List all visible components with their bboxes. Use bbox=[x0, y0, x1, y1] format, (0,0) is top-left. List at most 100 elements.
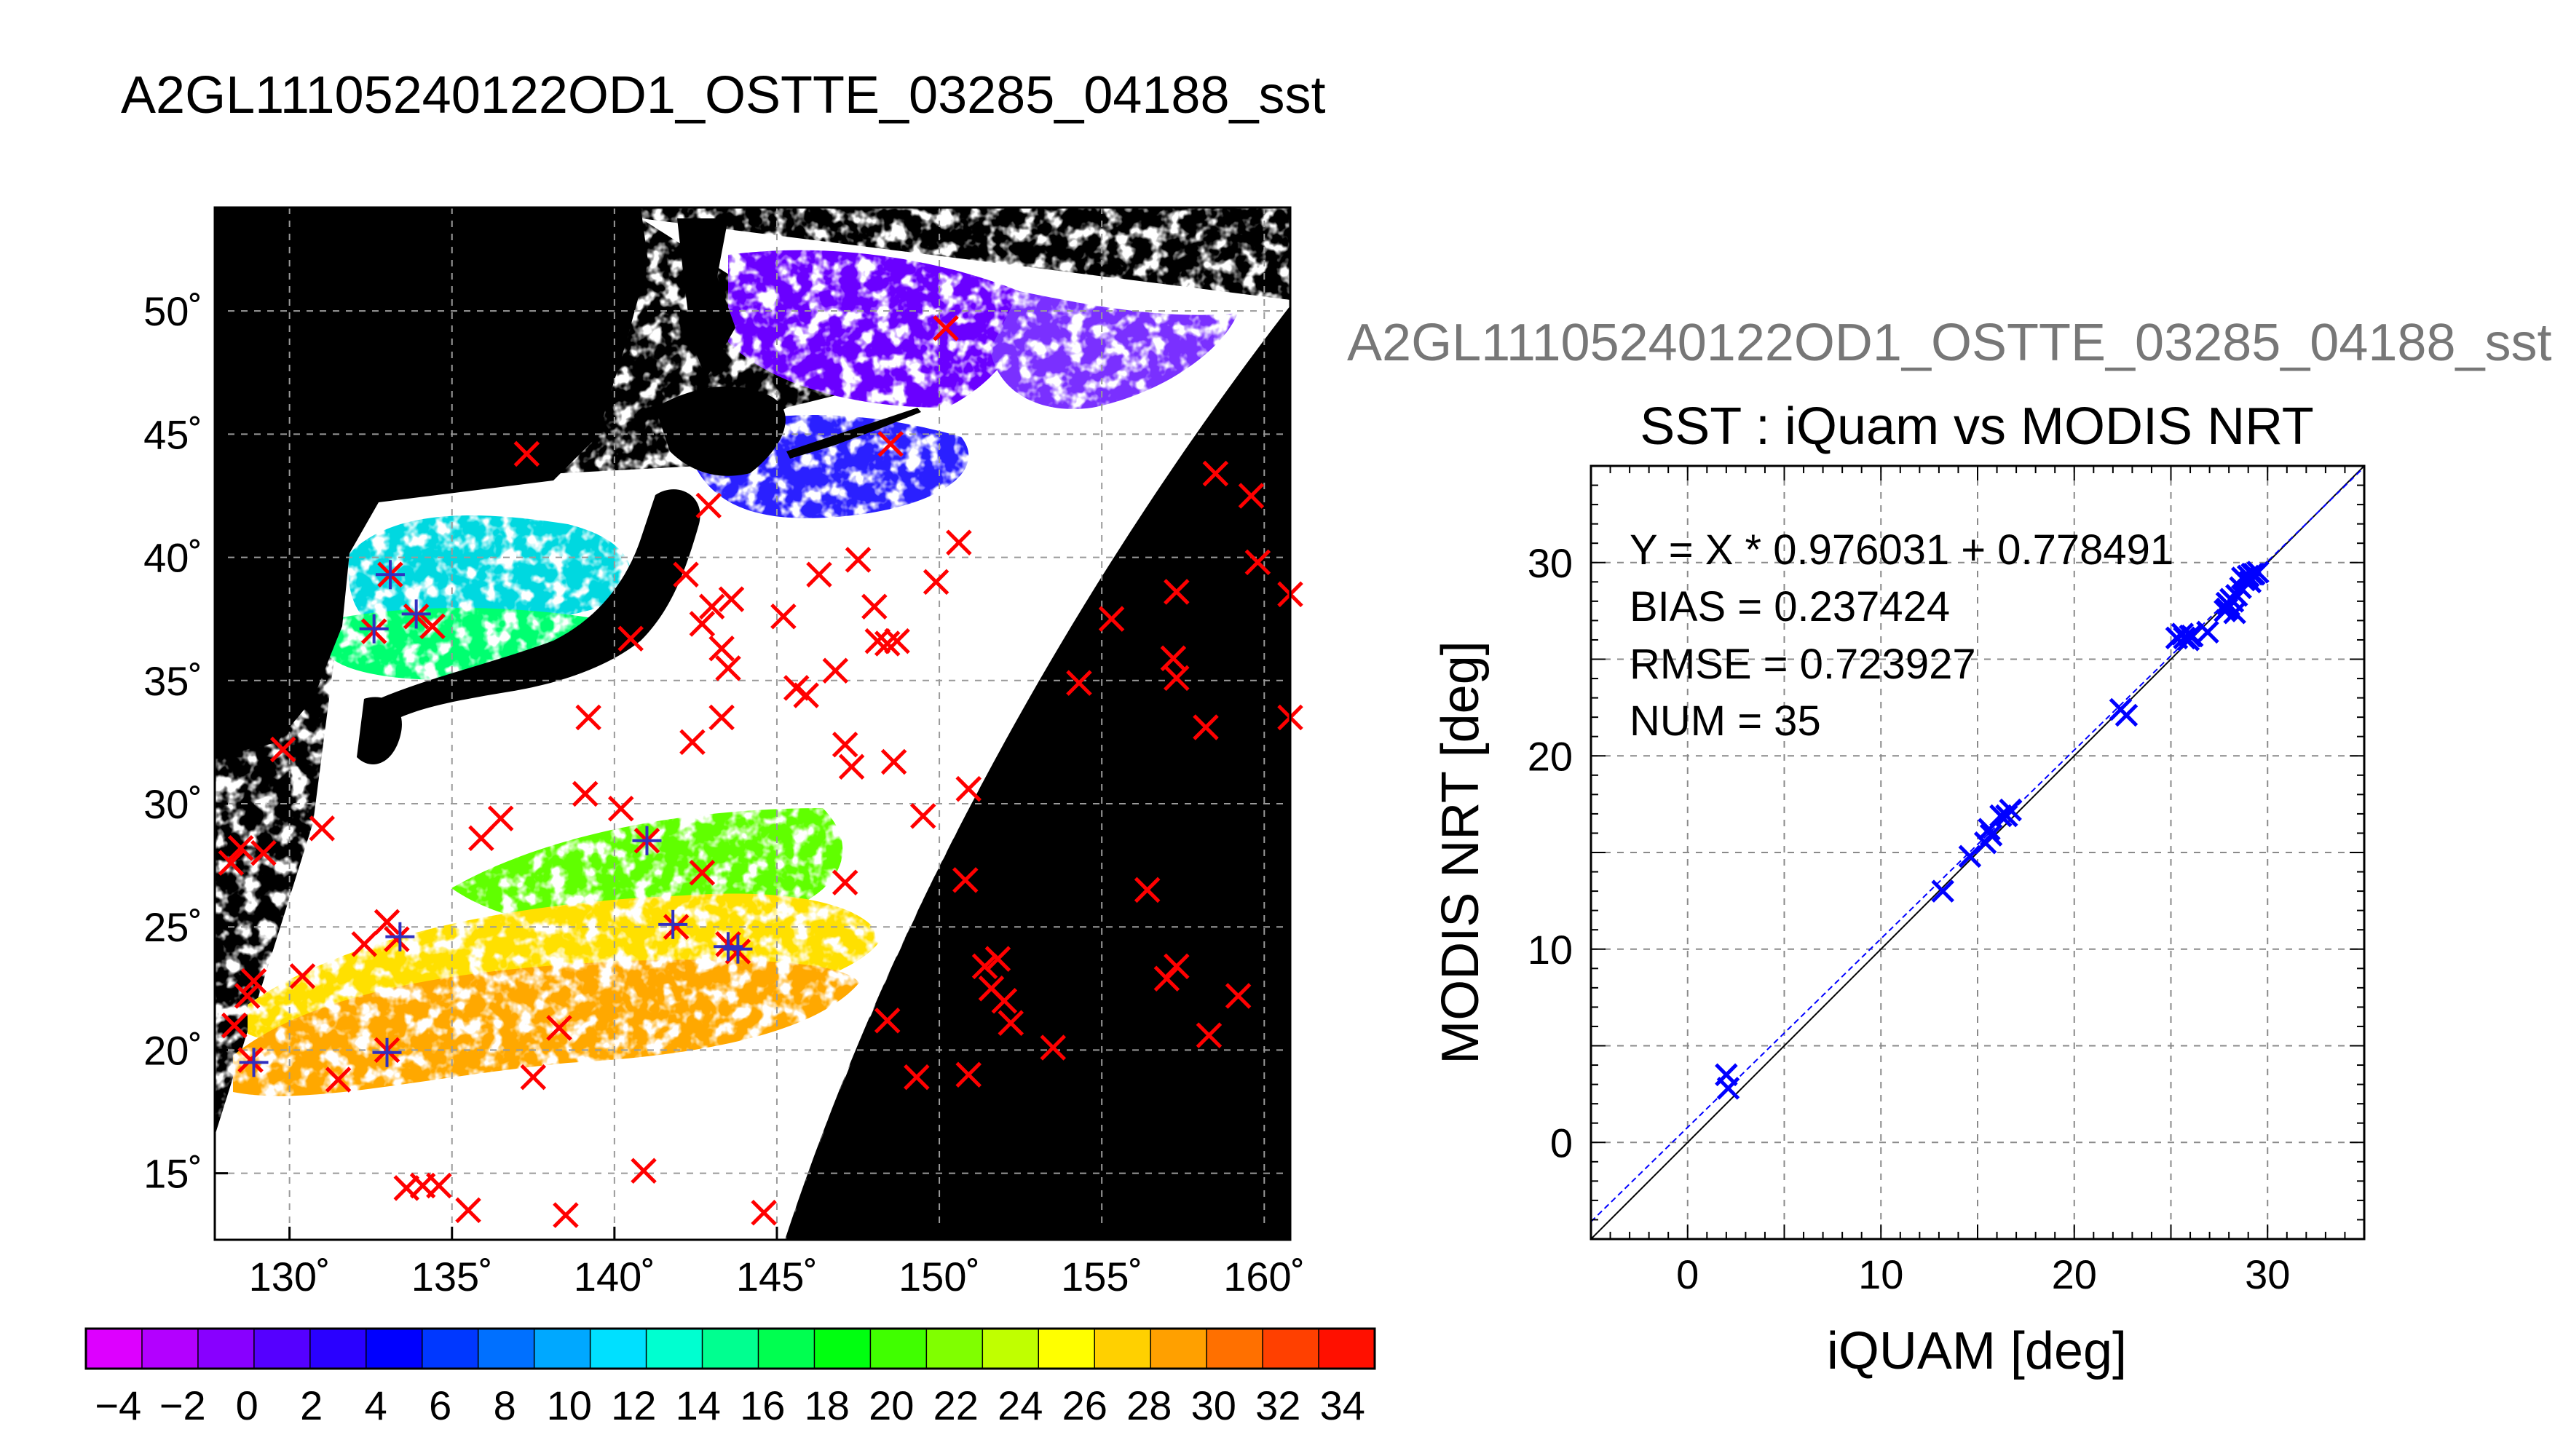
matchup-marker-stroke bbox=[487, 805, 514, 832]
matchup-marker bbox=[487, 805, 514, 832]
fit-equation-annotation: Y = X * 0.976031 + 0.778491 bbox=[1630, 526, 2173, 574]
matchup-marker-stroke bbox=[309, 815, 336, 842]
matchup-marker-stroke bbox=[955, 1061, 982, 1088]
matchup-marker bbox=[708, 636, 735, 662]
matchup-marker-stroke bbox=[289, 963, 316, 989]
matchup-marker bbox=[289, 963, 316, 989]
matchup-marker-stroke bbox=[952, 867, 979, 893]
map-y-tick-label: 35˚ bbox=[143, 658, 202, 704]
matchup-marker-stroke bbox=[351, 931, 378, 957]
matchup-marker bbox=[1196, 1022, 1223, 1048]
map-x-tick-label: 130˚ bbox=[249, 1254, 331, 1299]
map-x-tick-labels: 130˚ 135˚ 140˚ 145˚ 150˚ 155˚ 160˚ bbox=[249, 1227, 1305, 1299]
scatter-x-tick-label: 20 bbox=[2052, 1251, 2097, 1297]
scatter-point-stroke bbox=[2173, 626, 2196, 650]
scatter-title: SST : iQuam vs MODIS NRT bbox=[1640, 397, 2314, 456]
matchup-marker-stroke bbox=[933, 315, 959, 341]
colorbar-swatch bbox=[1207, 1329, 1263, 1369]
matchup-marker-stroke bbox=[998, 1010, 1024, 1036]
matchup-marker bbox=[904, 1064, 930, 1091]
matchup-marker-stroke bbox=[864, 628, 891, 654]
matchup-marker bbox=[861, 593, 888, 620]
colorbar-tick-label: −2 bbox=[159, 1382, 206, 1428]
matchup-marker-stroke bbox=[1164, 579, 1190, 605]
scatter-y-tick-label: 30 bbox=[1528, 540, 1573, 586]
iquam-point-marker bbox=[401, 599, 431, 629]
matchup-marker-stroke bbox=[325, 1067, 352, 1093]
matchup-marker-stroke bbox=[946, 529, 972, 556]
matchup-marker bbox=[955, 775, 982, 802]
matchup-marker bbox=[822, 657, 849, 684]
matchup-marker-stroke bbox=[426, 1172, 452, 1199]
matchup-marker-stroke bbox=[218, 850, 245, 876]
matchup-marker bbox=[673, 561, 699, 588]
matchup-marker-stroke bbox=[909, 803, 936, 829]
matchup-marker bbox=[689, 859, 716, 886]
map-x-tick-label: 150˚ bbox=[899, 1254, 980, 1299]
map-y-tick-label: 50˚ bbox=[143, 288, 202, 334]
matchup-marker-stroke bbox=[955, 775, 982, 802]
scatter-point bbox=[2114, 703, 2139, 727]
matchup-marker-stroke bbox=[240, 968, 267, 994]
matchup-marker bbox=[695, 492, 722, 519]
matchup-marker-stroke bbox=[698, 593, 725, 620]
scatter-point bbox=[2179, 624, 2202, 648]
land-honshu bbox=[379, 489, 700, 721]
matchup-marker bbox=[608, 795, 634, 822]
colorbar-swatch bbox=[590, 1329, 647, 1369]
matchup-marker-stroke bbox=[227, 835, 254, 861]
matchup-marker-stroke bbox=[1066, 670, 1092, 696]
matchup-marker-stroke bbox=[689, 859, 716, 886]
colorbar-tick-label: 22 bbox=[933, 1382, 979, 1428]
matchup-marker-stroke bbox=[689, 611, 716, 637]
matchup-marker-stroke bbox=[553, 1202, 579, 1228]
colorbar-tick-label: 28 bbox=[1126, 1382, 1172, 1428]
colorbar-tick-label: 10 bbox=[547, 1382, 592, 1428]
matchup-marker-stroke bbox=[673, 561, 699, 588]
matchup-marker bbox=[351, 931, 378, 957]
matchup-marker bbox=[952, 867, 979, 893]
count-annotation: NUM = 35 bbox=[1630, 697, 1821, 745]
x-axis-label: iQUAM [deg] bbox=[1827, 1322, 2127, 1380]
bias-annotation: BIAS = 0.237424 bbox=[1630, 583, 1950, 630]
colorbar-swatch bbox=[646, 1329, 703, 1369]
matchup-marker bbox=[1238, 483, 1265, 509]
matchup-marker-stroke bbox=[1193, 714, 1219, 740]
matchup-marker bbox=[998, 1010, 1024, 1036]
matchup-marker bbox=[325, 1067, 352, 1093]
scatter-x-tick-label: 10 bbox=[1858, 1251, 1903, 1297]
scatter-points bbox=[1715, 561, 2270, 1100]
matchup-marker-stroke bbox=[1244, 549, 1271, 576]
matchup-marker-stroke bbox=[832, 869, 858, 896]
matchup-marker-stroke bbox=[904, 1064, 930, 1091]
matchup-marker bbox=[715, 655, 741, 681]
colorbar-swatch bbox=[422, 1329, 479, 1369]
matchup-marker bbox=[880, 748, 907, 775]
matchup-marker bbox=[631, 1158, 657, 1184]
scatter-point-stroke bbox=[1979, 823, 2003, 847]
matchup-marker-stroke bbox=[923, 569, 949, 596]
matchup-marker bbox=[955, 1061, 982, 1088]
map-x-tick-label: 145˚ bbox=[736, 1254, 818, 1299]
matchup-marker-stroke bbox=[234, 983, 261, 1009]
matchup-marker-stroke bbox=[708, 704, 735, 731]
matchup-marker bbox=[240, 968, 267, 994]
colorbar-swatch bbox=[366, 1329, 423, 1369]
colorbar-swatch bbox=[253, 1329, 311, 1369]
scatter-point-stroke bbox=[2179, 624, 2202, 648]
scatter-point-stroke bbox=[2246, 561, 2270, 584]
colorbar-tick-label: −4 bbox=[95, 1382, 141, 1428]
matchup-marker bbox=[1202, 460, 1229, 487]
overlay-chart-title: A2GL11105240122OD1_OSTTE_03285_04188_sst bbox=[1347, 314, 2552, 372]
scatter-minor-ticks bbox=[1590, 465, 2365, 1240]
matchup-marker bbox=[1134, 877, 1161, 903]
scatter-x-tick-label: 0 bbox=[1676, 1251, 1699, 1297]
matchup-marker-stroke bbox=[861, 593, 888, 620]
matchup-marker bbox=[806, 561, 832, 588]
matchup-marker-stroke bbox=[1225, 983, 1252, 1009]
y-axis-label: MODIS NRT [deg] bbox=[1431, 641, 1490, 1064]
colorbar-swatch bbox=[758, 1329, 816, 1369]
matchup-marker-stroke bbox=[1164, 665, 1190, 692]
matchup-marker-stroke bbox=[221, 1012, 248, 1039]
